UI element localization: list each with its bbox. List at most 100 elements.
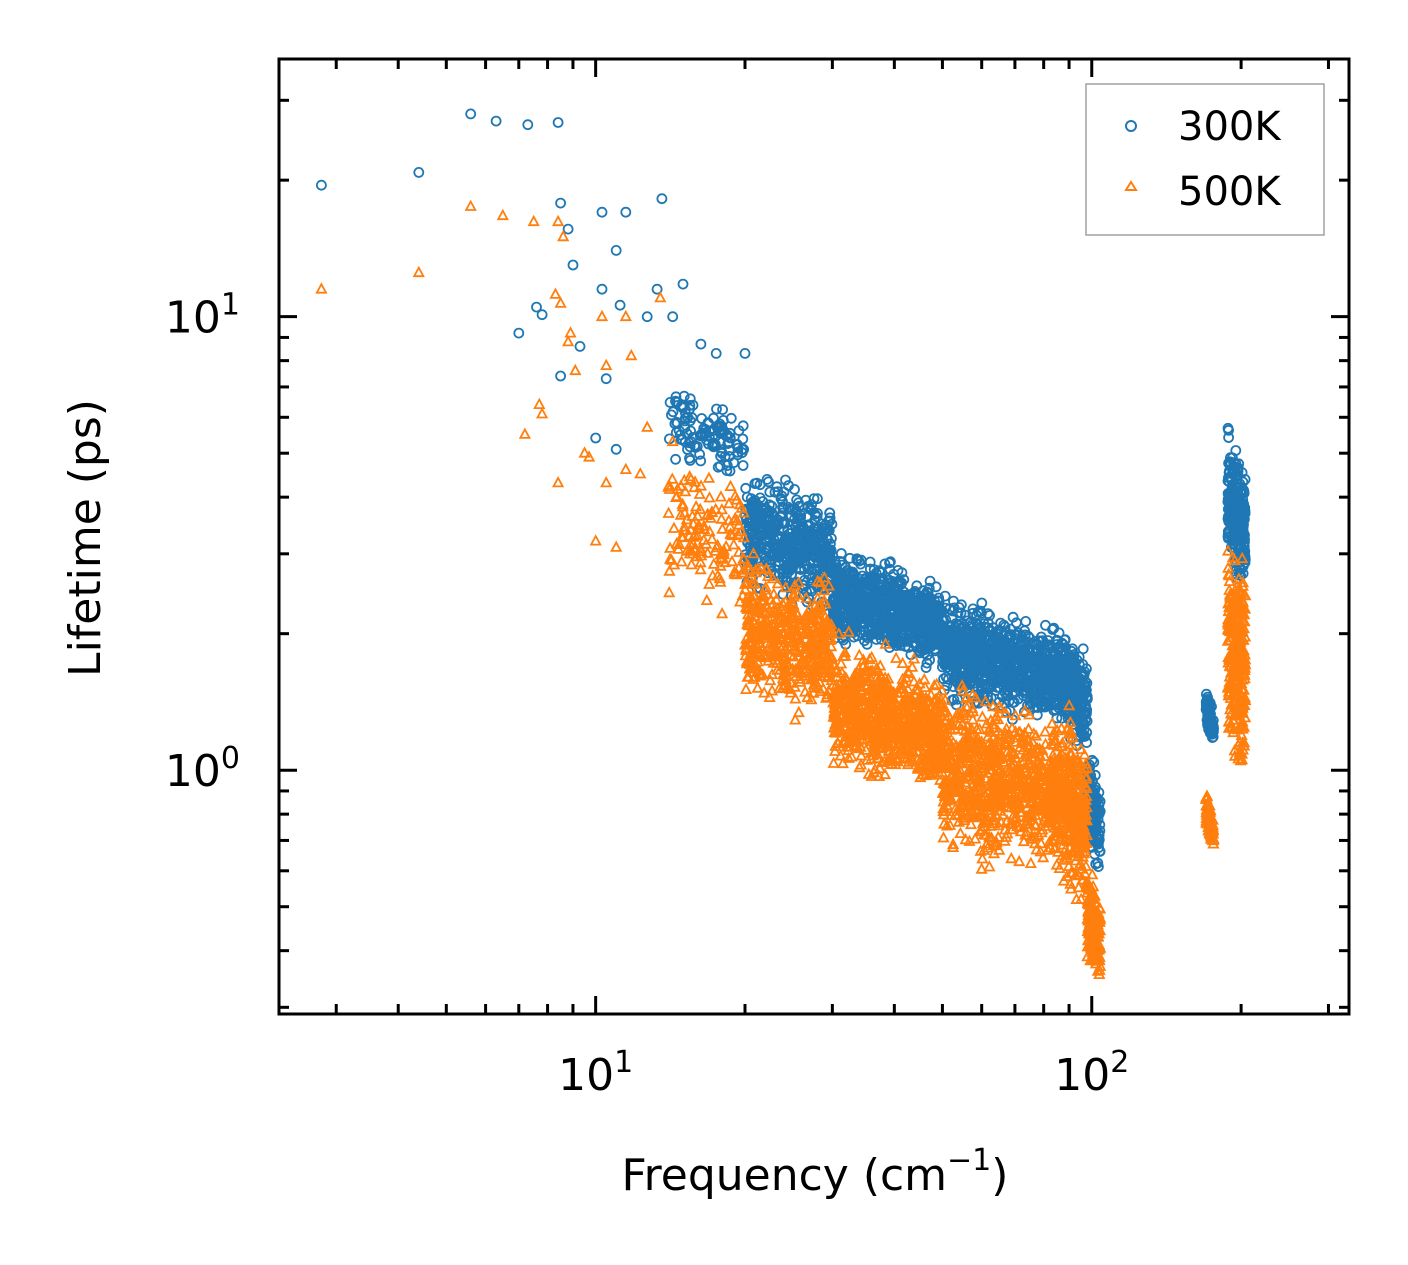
point-300k xyxy=(1006,629,1017,640)
point-300k xyxy=(926,636,938,648)
point-300k xyxy=(1067,690,1078,702)
point-500k xyxy=(719,539,733,552)
point-300k xyxy=(864,629,876,640)
point-300k xyxy=(1017,635,1029,647)
point-500k xyxy=(883,744,896,757)
point-500k xyxy=(675,555,688,567)
point-500k xyxy=(929,728,942,741)
point-500k xyxy=(691,529,704,541)
point-300k xyxy=(1008,687,1020,699)
point-500k xyxy=(589,534,602,546)
point-500k xyxy=(855,684,868,696)
point-500k xyxy=(706,505,719,517)
point-300k xyxy=(1238,537,1250,549)
point-500k xyxy=(886,697,900,709)
point-300k xyxy=(1076,726,1087,737)
point-300k xyxy=(1222,422,1234,434)
point-300k xyxy=(1041,653,1052,665)
point-300k xyxy=(1201,688,1212,700)
point-500k xyxy=(742,562,755,575)
point-300k xyxy=(522,119,534,131)
point-500k xyxy=(764,673,777,686)
point-500k xyxy=(960,691,973,704)
point-500k xyxy=(739,682,753,694)
point-300k xyxy=(876,573,888,584)
point-500k xyxy=(1005,721,1019,733)
point-300k xyxy=(866,576,877,588)
point-300k xyxy=(552,117,564,128)
point-500k xyxy=(1022,722,1035,734)
point-300k xyxy=(777,496,788,508)
point-300k xyxy=(771,481,783,493)
point-500k xyxy=(789,713,802,725)
point-500k xyxy=(915,689,928,701)
point-500k xyxy=(993,843,1006,855)
point-300k xyxy=(812,493,823,505)
point-500k xyxy=(578,446,591,458)
point-500k xyxy=(732,528,745,540)
point-500k xyxy=(740,638,753,650)
point-300k xyxy=(960,609,971,621)
point-300k xyxy=(905,633,917,644)
point-300k xyxy=(762,541,773,553)
point-500k xyxy=(813,575,827,588)
point-300k xyxy=(1019,629,1031,641)
point-500k xyxy=(878,767,892,780)
point-500k xyxy=(783,662,796,674)
point-500k xyxy=(704,511,717,523)
point-500k xyxy=(764,621,777,633)
point-500k xyxy=(778,651,791,663)
point-500k xyxy=(827,687,840,699)
point-300k xyxy=(750,508,762,520)
point-500k xyxy=(849,667,862,679)
point-300k xyxy=(600,373,612,385)
point-300k xyxy=(778,502,790,514)
point-300k xyxy=(852,609,864,621)
point-500k xyxy=(829,739,842,751)
point-500k xyxy=(735,501,748,513)
point-300k xyxy=(965,616,977,628)
point-500k xyxy=(901,682,915,694)
point-300k xyxy=(641,311,653,323)
point-300k xyxy=(923,582,935,594)
point-500k xyxy=(527,214,540,227)
point-500k xyxy=(557,229,570,242)
point-500k xyxy=(791,607,804,620)
point-500k xyxy=(1038,725,1052,737)
point-300k xyxy=(1067,661,1078,673)
point-500k xyxy=(966,713,979,725)
point-300k xyxy=(975,607,987,619)
point-300k xyxy=(1205,719,1217,730)
point-500k xyxy=(863,674,876,686)
point-500k xyxy=(714,559,727,571)
point-500k xyxy=(875,740,888,752)
point-500k xyxy=(928,712,941,724)
point-300k xyxy=(998,619,1010,631)
point-500k xyxy=(804,650,818,662)
point-500k xyxy=(772,605,785,617)
point-300k xyxy=(614,299,626,311)
point-500k xyxy=(786,612,799,624)
point-500k xyxy=(824,639,838,652)
point-500k xyxy=(793,672,806,684)
point-300k xyxy=(760,507,772,519)
point-500k xyxy=(903,696,916,708)
point-500k xyxy=(702,471,716,483)
point-500k xyxy=(1024,856,1037,868)
point-500k xyxy=(869,688,882,700)
point-500k xyxy=(668,558,681,570)
point-500k xyxy=(830,708,843,720)
point-300k xyxy=(1063,704,1075,716)
point-500k xyxy=(747,650,761,662)
point-500k xyxy=(625,348,638,361)
point-300k xyxy=(1039,701,1051,713)
point-300k xyxy=(1030,685,1042,696)
point-500k xyxy=(859,667,872,679)
point-500k xyxy=(955,679,969,691)
point-300k xyxy=(938,673,949,685)
point-300k xyxy=(1094,845,1106,857)
point-500k xyxy=(724,527,738,540)
point-500k xyxy=(722,496,736,509)
point-500k xyxy=(885,737,898,749)
point-500k xyxy=(918,760,931,773)
